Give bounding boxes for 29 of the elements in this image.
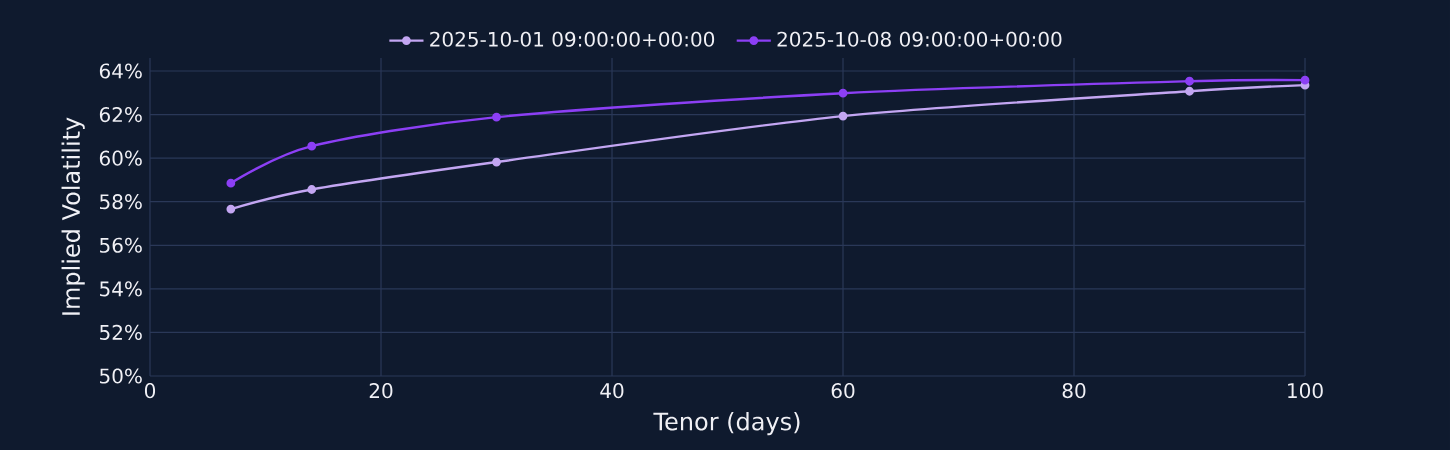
x-axis-title: Tenor (days) — [653, 411, 800, 436]
y-tick-label: 56% — [100, 237, 142, 253]
point — [1185, 86, 1194, 96]
point — [838, 111, 848, 121]
point — [307, 141, 317, 151]
point — [226, 204, 236, 214]
y-tick-label: 64% — [99, 63, 142, 79]
point — [1300, 75, 1310, 85]
legend-label: 2025-10-08 09:00:00+00:00 — [777, 31, 1062, 47]
point — [226, 178, 236, 188]
y-tick-label: 52% — [100, 324, 142, 340]
y-tick-label: 60% — [99, 150, 142, 166]
y-tick-label: 62% — [99, 106, 142, 123]
y-tick-label: 50% — [100, 368, 142, 384]
point — [1185, 76, 1194, 86]
legend-label: 2025-10-01 09:00:00+00:00 — [430, 31, 715, 47]
x-tick-label: 60 — [831, 383, 855, 399]
y-tick-label: 54% — [100, 281, 142, 297]
x-tick-label: 0 — [144, 383, 156, 399]
point — [492, 112, 501, 122]
x-tick-label: 20 — [369, 383, 393, 399]
point — [307, 185, 317, 194]
x-tick-label: 40 — [600, 383, 624, 399]
y-tick-label: 58% — [100, 194, 142, 210]
x-tick-label: 80 — [1062, 383, 1086, 399]
point — [838, 88, 848, 98]
point — [492, 157, 501, 167]
y-axis-title: Implied Volatility — [61, 117, 85, 315]
x-tick-label: 100 — [1288, 383, 1323, 399]
